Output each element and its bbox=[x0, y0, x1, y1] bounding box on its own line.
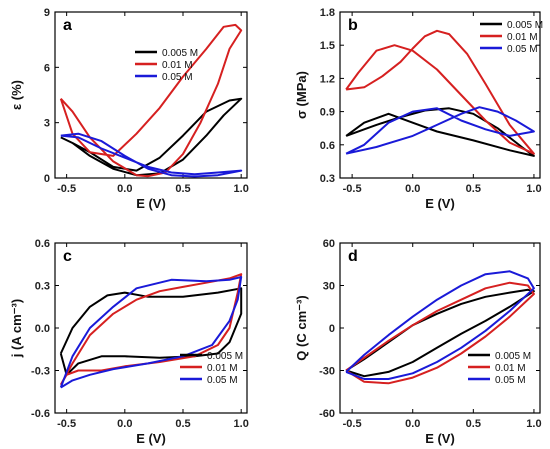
series-line-2 bbox=[60, 132, 243, 178]
y-tick-label: 30 bbox=[323, 281, 335, 293]
y-tick-label: 0 bbox=[329, 323, 335, 335]
x-tick-label: -0.5 bbox=[343, 183, 362, 195]
legend-entry: 0.005 M bbox=[507, 20, 543, 31]
panel-label: c bbox=[63, 248, 72, 265]
x-axis-label: E (V) bbox=[425, 431, 455, 446]
legend-entry: 0.05 M bbox=[507, 44, 538, 55]
x-tick-label: -0.5 bbox=[343, 418, 362, 430]
plot-frame bbox=[339, 11, 541, 179]
y-tick-label: -60 bbox=[319, 408, 335, 420]
y-tick-label: 6 bbox=[44, 62, 50, 74]
x-tick-label: 0.5 bbox=[175, 183, 190, 195]
y-tick-label: 0.6 bbox=[35, 238, 50, 250]
x-tick-label: 0.0 bbox=[117, 183, 132, 195]
x-axis-label: E (V) bbox=[136, 431, 166, 446]
y-tick-label: 1.5 bbox=[320, 40, 335, 52]
x-tick-label: 1.0 bbox=[234, 418, 249, 430]
chart-panel-c: -0.5 0.0 0.5 1.0 -0.6 -0.3 0.0 0.3 0.6 E (V) j (A … bbox=[9, 238, 249, 446]
y-tick-label: 0.3 bbox=[35, 281, 50, 293]
legend-entry: 0.005 M bbox=[207, 351, 243, 362]
x-tick-label: 0.5 bbox=[175, 418, 190, 430]
x-tick-label: 1.0 bbox=[526, 183, 541, 195]
legend-entry: 0.05 M bbox=[495, 375, 526, 386]
y-tick-label: 3 bbox=[44, 118, 50, 130]
chart-panel-a: -0.5 0.0 0.5 1.0 0 3 6 9 E (V) ε (%) a 0.005 M0.01 … bbox=[9, 7, 249, 211]
x-tick-label: 0.0 bbox=[405, 418, 420, 430]
x-tick-label: 0.5 bbox=[466, 183, 481, 195]
legend-entry: 0.01 M bbox=[495, 363, 526, 374]
y-tick-label: 0.0 bbox=[35, 323, 50, 335]
y-tick-label: 0.3 bbox=[320, 173, 335, 185]
plot-frame bbox=[339, 242, 541, 414]
x-tick-label: 1.0 bbox=[234, 183, 249, 195]
series-line-1 bbox=[59, 23, 243, 178]
panel-label: d bbox=[348, 248, 358, 265]
chart-panel-d: -0.5 0.0 0.5 1.0 -60 -30 0 30 60 E (V) Q (C cm⁻³) d… bbox=[294, 238, 542, 446]
x-axis-label: E (V) bbox=[136, 196, 166, 211]
y-axis-label: ε (%) bbox=[9, 80, 24, 110]
plot-frame bbox=[54, 11, 248, 179]
x-tick-label: 0.5 bbox=[466, 418, 481, 430]
chart-panel-b: -0.5 0.0 0.5 1.0 0.3 0.6 0.9 1.2 1.5 1.8 E (V) σ (M… bbox=[294, 7, 543, 211]
x-tick-label: -0.5 bbox=[57, 183, 76, 195]
y-axis-label: Q (C cm⁻³) bbox=[294, 295, 309, 360]
legend-entry: 0.01 M bbox=[207, 363, 238, 374]
legend-entry: 0.05 M bbox=[207, 375, 238, 386]
y-tick-label: -0.6 bbox=[31, 408, 50, 420]
y-tick-label: 60 bbox=[323, 238, 335, 250]
series-line-2 bbox=[345, 270, 535, 380]
panel-label: b bbox=[348, 17, 358, 34]
x-axis-label: E (V) bbox=[425, 196, 455, 211]
legend-entry: 0.05 M bbox=[162, 72, 193, 83]
plot-frame bbox=[54, 242, 248, 414]
y-axis-label: j (A cm⁻³) bbox=[9, 299, 24, 358]
series-line-1 bbox=[345, 29, 535, 155]
legend-entry: 0.005 M bbox=[495, 351, 531, 362]
y-tick-label: -0.3 bbox=[31, 366, 50, 378]
y-tick-label: 1.8 bbox=[320, 7, 335, 19]
legend-entry: 0.005 M bbox=[162, 48, 198, 59]
legend-entry: 0.01 M bbox=[162, 60, 193, 71]
y-tick-label: 0 bbox=[44, 173, 50, 185]
legend-entry: 0.01 M bbox=[507, 32, 538, 43]
y-tick-label: 0.9 bbox=[320, 107, 335, 119]
y-axis-label: σ (MPa) bbox=[294, 71, 309, 119]
series-line-0 bbox=[60, 97, 243, 177]
x-tick-label: 0.0 bbox=[405, 183, 420, 195]
series-line-0 bbox=[59, 287, 243, 376]
y-tick-label: 1.2 bbox=[320, 73, 335, 85]
series-line-2 bbox=[345, 106, 535, 155]
y-tick-label: 9 bbox=[44, 7, 50, 19]
y-tick-label: 0.6 bbox=[320, 140, 335, 152]
x-tick-label: 1.0 bbox=[526, 418, 541, 430]
x-tick-label: 0.0 bbox=[117, 418, 132, 430]
x-tick-label: -0.5 bbox=[57, 418, 76, 430]
y-tick-label: -30 bbox=[319, 366, 335, 378]
series-line-2 bbox=[59, 276, 243, 389]
panel-label: a bbox=[63, 17, 72, 34]
